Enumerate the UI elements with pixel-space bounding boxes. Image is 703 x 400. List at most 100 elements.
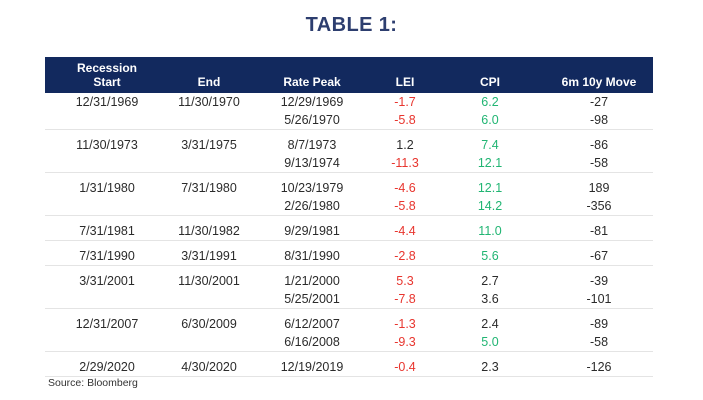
col-header-cpi: CPI: [479, 75, 500, 89]
col-header-move: 6m 10y Move: [561, 75, 637, 89]
lei-cell: -5.8: [394, 199, 416, 213]
cpi-cell: 12.1: [477, 181, 503, 195]
end-date-cell: [169, 197, 249, 216]
header-line-start: Start: [93, 75, 121, 89]
move-cell: -81: [589, 224, 609, 238]
lei-cell: -1.7: [394, 95, 416, 109]
lei-cell: -11.3: [391, 156, 419, 170]
table-row: 12/31/2007 6/30/2009 6/12/2007 -1.3 2.4 -89: [45, 315, 653, 333]
lei-cell: -1.3: [394, 317, 416, 331]
cpi-cell: 6.2: [481, 95, 499, 109]
rate-peak-cell: 5/26/1970: [284, 113, 340, 127]
end-date-cell: 7/31/1980: [181, 181, 237, 195]
lei-cell: -4.6: [394, 181, 416, 195]
start-date-cell: [45, 333, 169, 352]
end-date-cell: 6/30/2009: [181, 317, 237, 331]
move-cell: -27: [589, 95, 609, 109]
table-row: 5/25/2001 -7.8 3.6 -101: [45, 290, 653, 309]
start-date-cell: [45, 197, 169, 216]
end-date-cell: [169, 111, 249, 130]
rate-peak-cell: 9/29/1981: [284, 224, 340, 238]
table-row: 3/31/2001 11/30/2001 1/21/2000 5.3 2.7 -39: [45, 272, 653, 290]
rate-peak-cell: 12/19/2019: [280, 360, 344, 374]
rate-peak-cell: 8/31/1990: [284, 249, 340, 263]
rate-peak-cell: 1/21/2000: [284, 274, 340, 288]
cpi-cell: 11.0: [478, 224, 502, 238]
recession-table: Recession Start End Rate Peak LEI CPI 6m…: [45, 57, 653, 377]
cpi-cell: 2.3: [481, 360, 499, 374]
lei-cell: -0.4: [394, 360, 416, 374]
recession-group: 3/31/2001 11/30/2001 1/21/2000 5.3 2.7 -39 5/2…: [45, 272, 653, 309]
table-row: 7/31/1990 3/31/1991 8/31/1990 -2.8 5.6 -67: [45, 247, 653, 266]
cpi-cell: 6.0: [481, 113, 499, 127]
start-date-cell: 12/31/2007: [75, 317, 139, 331]
header-row: Recession Start End Rate Peak LEI CPI 6m…: [45, 57, 653, 93]
table-row: 1/31/1980 7/31/1980 10/23/1979 -4.6 12.1 189: [45, 179, 653, 197]
col-header-rate-peak: Rate Peak: [283, 75, 341, 89]
table-header: Recession Start End Rate Peak LEI CPI 6m…: [45, 57, 653, 93]
rate-peak-cell: 8/7/1973: [287, 138, 337, 152]
end-date-cell: [169, 290, 249, 309]
recession-group: 12/31/2007 6/30/2009 6/12/2007 -1.3 2.4 -89 6/…: [45, 315, 653, 352]
lei-cell: -4.4: [394, 224, 416, 238]
move-cell: -86: [589, 138, 609, 152]
move-cell: -98: [589, 113, 609, 127]
recession-group: 1/31/1980 7/31/1980 10/23/1979 -4.6 12.1 189 2…: [45, 179, 653, 216]
rate-peak-cell: 12/29/1969: [280, 95, 344, 109]
page-title: TABLE 1:: [305, 14, 398, 36]
move-cell: -356: [586, 199, 612, 213]
table-row: 2/29/2020 4/30/2020 12/19/2019 -0.4 2.3 -126: [45, 358, 653, 377]
move-cell: -58: [589, 156, 609, 170]
end-date-cell: 3/31/1975: [181, 138, 237, 152]
start-date-cell: 2/29/2020: [79, 360, 135, 374]
lei-cell: -5.8: [394, 113, 416, 127]
header-line-recession: Recession: [76, 61, 138, 75]
table-row: 11/30/1973 3/31/1975 8/7/1973 1.2 7.4 -86: [45, 136, 653, 154]
cpi-cell: 14.2: [477, 199, 503, 213]
recession-group: 11/30/1973 3/31/1975 8/7/1973 1.2 7.4 -86 9/13…: [45, 136, 653, 173]
col-header-recession-start: Recession Start: [45, 57, 169, 93]
start-date-cell: 7/31/1990: [79, 249, 135, 263]
move-cell: -39: [589, 274, 609, 288]
table-row: 6/16/2008 -9.3 5.0 -58: [45, 333, 653, 352]
lei-cell: -7.8: [394, 292, 416, 306]
end-date-cell: 4/30/2020: [181, 360, 237, 374]
recession-group: 2/29/2020 4/30/2020 12/19/2019 -0.4 2.3 -126: [45, 358, 653, 377]
col-header-lei: LEI: [395, 75, 415, 89]
table-row: 2/26/1980 -5.8 14.2 -356: [45, 197, 653, 216]
lei-cell: 1.2: [396, 138, 414, 152]
start-date-cell: 7/31/1981: [79, 224, 135, 238]
rate-peak-cell: 9/13/1974: [284, 156, 340, 170]
cpi-cell: 7.4: [481, 138, 499, 152]
recession-group: 7/31/1990 3/31/1991 8/31/1990 -2.8 5.6 -67: [45, 247, 653, 266]
rate-peak-cell: 6/12/2007: [284, 317, 340, 331]
end-date-cell: [169, 154, 249, 173]
move-cell: -67: [589, 249, 609, 263]
table-row: 5/26/1970 -5.8 6.0 -98: [45, 111, 653, 130]
start-date-cell: 3/31/2001: [79, 274, 135, 288]
data-table: Recession Start End Rate Peak LEI CPI 6m…: [45, 57, 653, 377]
move-cell: -89: [589, 317, 609, 331]
lei-cell: -2.8: [394, 249, 416, 263]
start-date-cell: [45, 111, 169, 130]
start-date-cell: 12/31/1969: [75, 95, 139, 109]
start-date-cell: [45, 154, 169, 173]
col-header-end: End: [197, 75, 221, 89]
rate-peak-cell: 10/23/1979: [280, 181, 344, 195]
cpi-cell: 3.6: [481, 292, 499, 306]
cpi-cell: 5.0: [481, 335, 499, 349]
table-row: 12/31/1969 11/30/1970 12/29/1969 -1.7 6.2 -27: [45, 93, 653, 111]
table-row: 9/13/1974 -11.3 12.1 -58: [45, 154, 653, 173]
move-cell: -126: [586, 360, 612, 374]
start-date-cell: 11/30/1973: [76, 138, 138, 152]
recession-group: 12/31/1969 11/30/1970 12/29/1969 -1.7 6.2 -27…: [45, 93, 653, 130]
move-cell: 189: [588, 181, 610, 195]
end-date-cell: 11/30/1970: [178, 95, 240, 109]
rate-peak-cell: 2/26/1980: [284, 199, 340, 213]
lei-cell: -9.3: [394, 335, 416, 349]
end-date-cell: 11/30/2001: [178, 274, 240, 288]
rate-peak-cell: 6/16/2008: [284, 335, 340, 349]
cpi-cell: 5.6: [481, 249, 499, 263]
rate-peak-cell: 5/25/2001: [284, 292, 340, 306]
